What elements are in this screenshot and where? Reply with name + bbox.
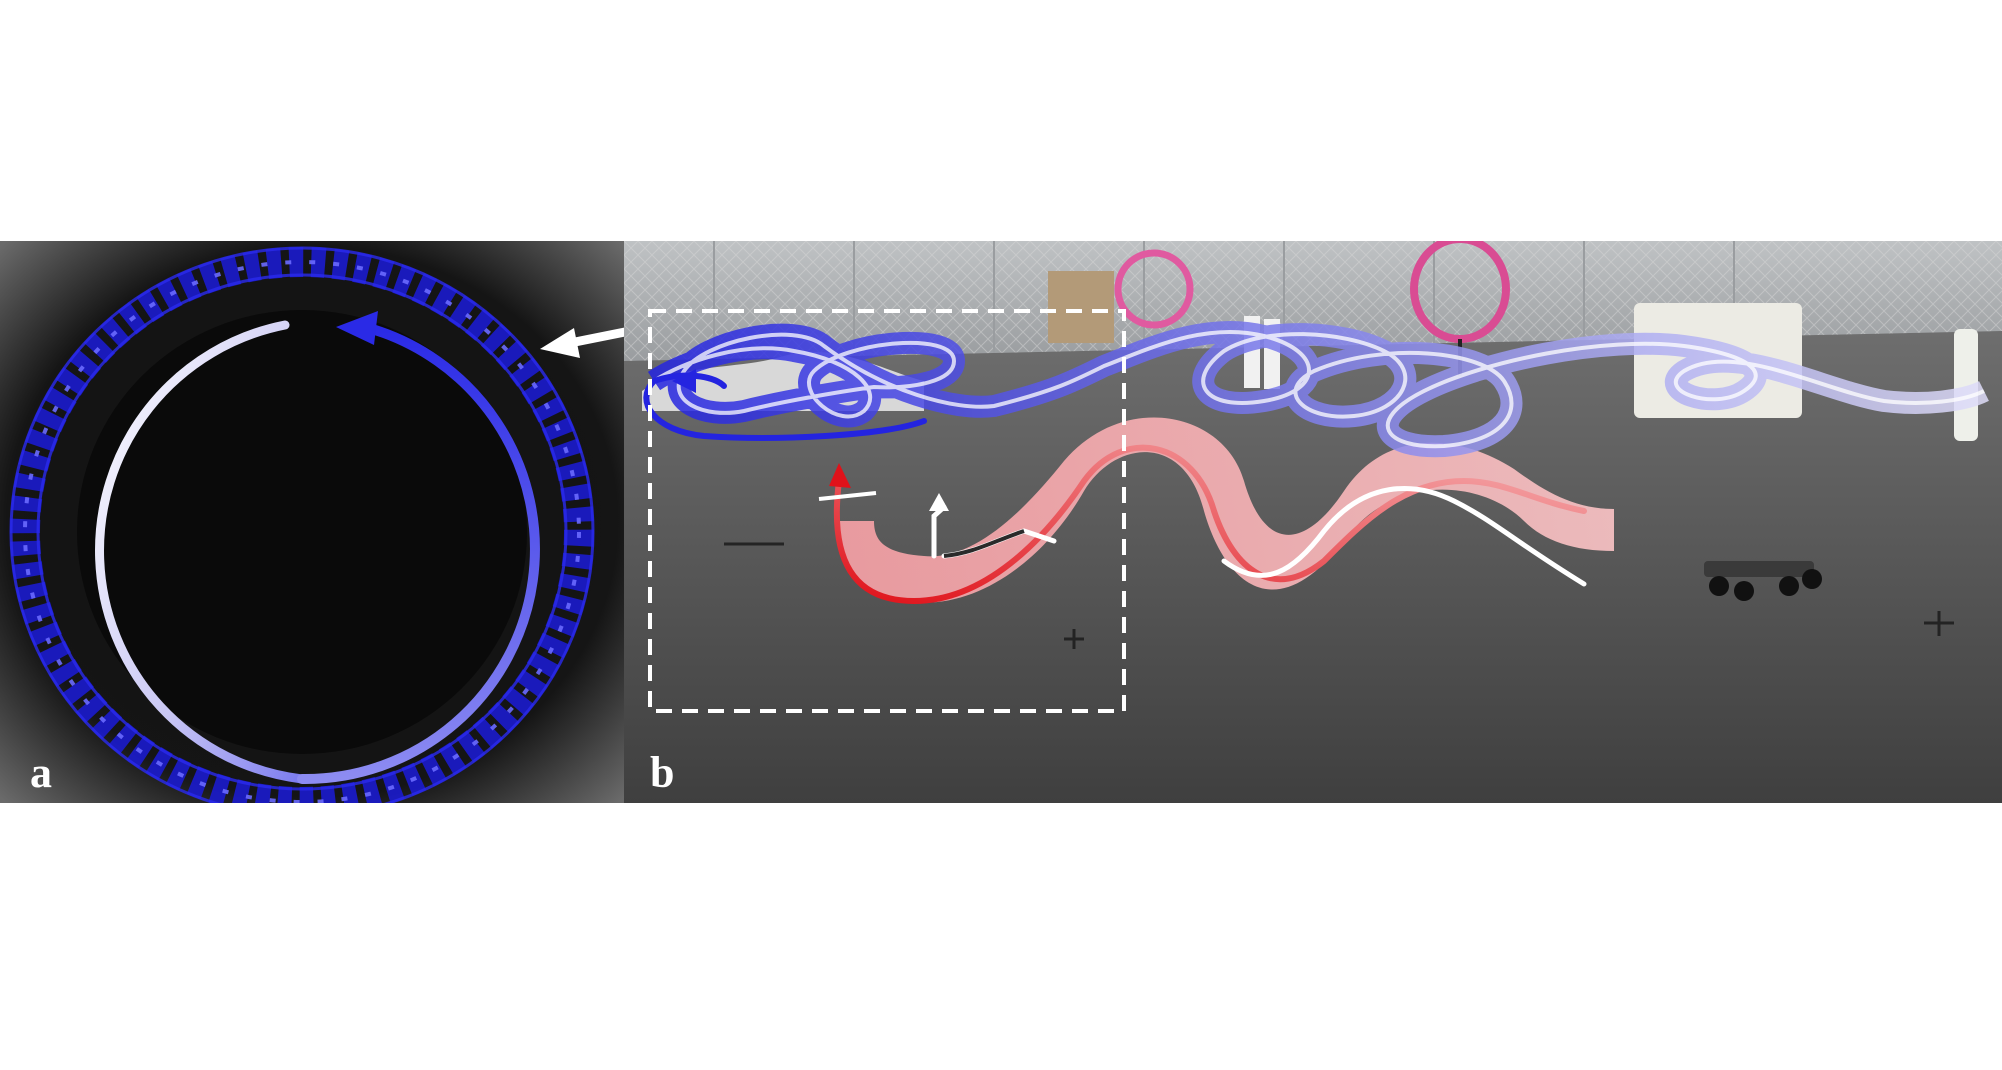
direction-arrowhead — [336, 311, 378, 345]
panel-b-image — [624, 241, 2002, 803]
pointer-arrow — [540, 327, 624, 358]
drone-ring — [9, 246, 595, 803]
panel-label-b: b — [650, 748, 675, 797]
blue-arrowhead — [672, 369, 696, 393]
highlight-box — [648, 309, 1126, 713]
panel-a: a — [0, 241, 624, 803]
trajectory-line-blue — [643, 372, 927, 441]
gate-ring-left — [1114, 249, 1194, 329]
box-stack — [1048, 271, 1114, 343]
trajectory-ribbon-blue — [647, 320, 1989, 458]
trajectory-arc-white — [95, 320, 307, 784]
panel-label-a: a — [30, 748, 52, 797]
trajectory-line-red — [833, 444, 1587, 605]
red-arrowhead — [829, 463, 851, 488]
trajectory-arc-blue — [297, 322, 540, 785]
panel-a-image — [0, 241, 624, 803]
panel-b: b — [624, 241, 2002, 803]
ground-vehicle — [1704, 561, 1822, 601]
trajectory-ribbon-pink — [835, 417, 1614, 603]
